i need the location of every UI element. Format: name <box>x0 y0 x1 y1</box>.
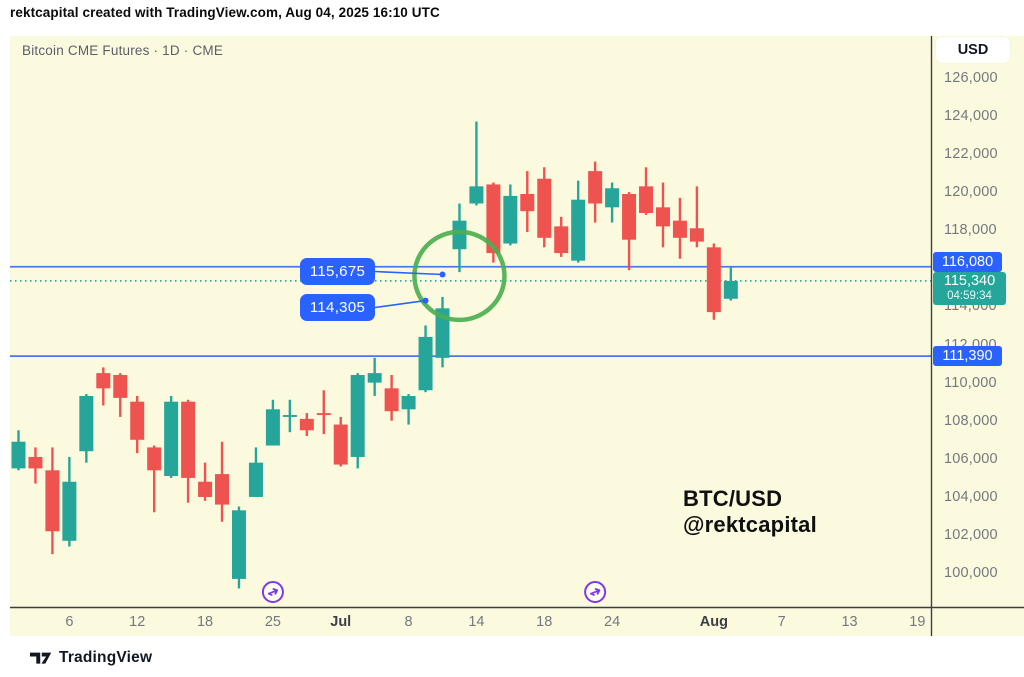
candle <box>537 167 552 248</box>
watermark-handle: @rektcapital <box>683 512 817 537</box>
price-badge-111390: 111,390 <box>933 346 1002 367</box>
time-axis-day-label: 25 <box>264 614 281 630</box>
candle <box>164 395 179 478</box>
candle <box>706 243 721 320</box>
candle <box>181 399 196 503</box>
gap-marker-icon[interactable] <box>584 581 607 603</box>
callout-leader-line <box>374 299 426 309</box>
price-axis-tick: 100,000 <box>944 565 998 582</box>
candle <box>282 399 297 433</box>
price-axis-tick: 124,000 <box>944 107 998 124</box>
candle <box>45 447 60 555</box>
bar-countdown-timer: 04:59:34 <box>947 289 992 302</box>
price-axis-tick: 122,000 <box>944 145 998 162</box>
time-axis-day-label: 18 <box>196 614 214 630</box>
time-axis-day-label: 12 <box>129 614 146 630</box>
callout-target-dot <box>439 271 446 278</box>
candle <box>215 441 230 522</box>
candle <box>367 357 382 396</box>
candle <box>435 296 450 368</box>
time-axis-day-label: 13 <box>841 614 858 630</box>
time-axis-day-label: 24 <box>604 614 621 630</box>
watermark: BTC/USD @rektcapital <box>683 486 817 538</box>
time-axis-month-label: Jul <box>330 614 352 630</box>
callout-target-dot <box>422 297 429 304</box>
price-axis-tick: 108,000 <box>944 412 998 429</box>
tradingview-logo-icon <box>30 651 52 666</box>
tradingview-brand-text: TradingView <box>59 649 153 666</box>
time-axis-day-label: 7 <box>777 614 786 630</box>
chart-symbol-title[interactable]: Bitcoin CME Futures · 1D · CME <box>22 43 224 58</box>
candle <box>62 456 77 547</box>
candle <box>588 161 603 223</box>
candle <box>655 182 670 248</box>
last-price-value: 115,340 <box>943 272 996 289</box>
callout-leader-line <box>374 270 443 276</box>
candle <box>316 390 331 435</box>
tradingview-branding[interactable]: TradingView <box>30 649 152 667</box>
price-badge-116080: 116,080 <box>933 251 1002 272</box>
candle <box>418 325 433 393</box>
attribution-text: rektcapital created with TradingView.com… <box>10 5 440 20</box>
candle <box>265 399 280 446</box>
price-axis-tick: 102,000 <box>944 527 998 544</box>
time-axis-day-label: 8 <box>404 614 413 630</box>
candle <box>130 395 145 454</box>
candle <box>469 121 484 206</box>
candle <box>672 197 687 259</box>
gap-marker-icon[interactable] <box>261 581 284 603</box>
time-axis-day-label: 18 <box>536 614 553 630</box>
time-axis-month-label: Aug <box>699 614 728 630</box>
time-axis-day-label: 19 <box>909 614 926 630</box>
price-axis-tick: 118,000 <box>944 222 997 239</box>
candle <box>147 445 162 513</box>
candle <box>248 447 263 497</box>
candle <box>11 430 26 471</box>
watermark-symbol: BTC/USD <box>683 486 783 511</box>
candle <box>198 462 213 501</box>
candle <box>622 192 637 271</box>
price-axis-tick: 104,000 <box>944 488 998 505</box>
time-axis-day-label: 6 <box>65 614 74 630</box>
candle <box>723 266 738 301</box>
price-axis-tick: 120,000 <box>944 184 998 201</box>
circle-annotation[interactable] <box>412 229 507 323</box>
candle <box>503 184 518 246</box>
chart-canvas[interactable] <box>10 36 1024 636</box>
candle <box>333 416 348 467</box>
candle <box>554 216 569 257</box>
candle <box>231 506 246 589</box>
price-callout-114305[interactable]: 114,305 <box>300 294 375 321</box>
candle <box>639 167 654 215</box>
candle <box>571 180 586 263</box>
price-callout-115675[interactable]: 115,675 <box>300 258 375 285</box>
candle <box>520 171 535 233</box>
candle <box>605 182 620 223</box>
candle <box>689 186 704 248</box>
candle <box>384 375 399 421</box>
currency-axis-button[interactable]: USD <box>936 37 1010 63</box>
candle <box>96 367 111 406</box>
candle <box>299 413 314 436</box>
candle <box>452 203 467 273</box>
candle <box>350 373 365 469</box>
last-price-badge: 115,340 04:59:34 <box>933 271 1006 305</box>
candle <box>28 447 43 484</box>
time-axis-day-label: 14 <box>468 614 485 630</box>
candle <box>486 182 501 263</box>
candle <box>79 394 94 463</box>
price-axis-tick: 106,000 <box>944 450 998 467</box>
candle <box>113 373 128 417</box>
price-axis-tick: 110,000 <box>944 374 997 391</box>
candle <box>401 394 416 425</box>
price-axis-tick: 126,000 <box>944 69 998 86</box>
